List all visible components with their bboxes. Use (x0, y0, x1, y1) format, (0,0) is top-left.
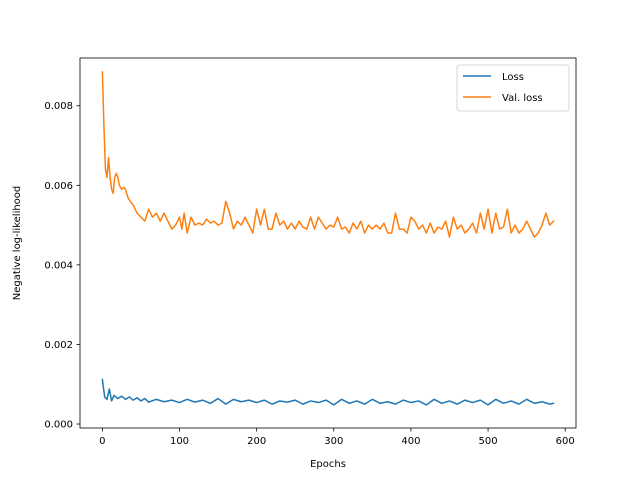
x-axis-label: Epochs (310, 459, 346, 470)
y-tick-label: 0.008 (44, 101, 73, 112)
x-tick-label: 0 (99, 436, 105, 447)
y-axis: 0.000 0.002 0.004 0.006 0.008 (44, 101, 80, 431)
x-axis: 0 100 200 300 400 500 600 (99, 428, 575, 447)
y-tick-label: 0.002 (44, 340, 73, 351)
legend-label: Loss (502, 72, 524, 83)
series-line-0 (101, 378, 555, 406)
y-tick-label: 0.004 (44, 260, 73, 271)
legend-label: Val. loss (502, 93, 543, 104)
y-tick-label: 0.006 (44, 181, 73, 192)
series-layer (101, 71, 555, 406)
y-tick-label: 0.000 (44, 420, 73, 431)
x-tick-label: 500 (479, 436, 498, 447)
y-axis-label: Negative log-likelihood (12, 186, 23, 301)
x-tick-label: 100 (170, 436, 189, 447)
x-tick-label: 600 (556, 436, 575, 447)
plot-area (79, 57, 577, 429)
plot-frame (79, 57, 577, 429)
x-tick-label: 300 (324, 436, 343, 447)
series-line-1 (101, 71, 555, 238)
x-tick-label: 200 (247, 436, 266, 447)
x-tick-label: 400 (401, 436, 420, 447)
legend: Loss Val. loss (456, 64, 570, 112)
